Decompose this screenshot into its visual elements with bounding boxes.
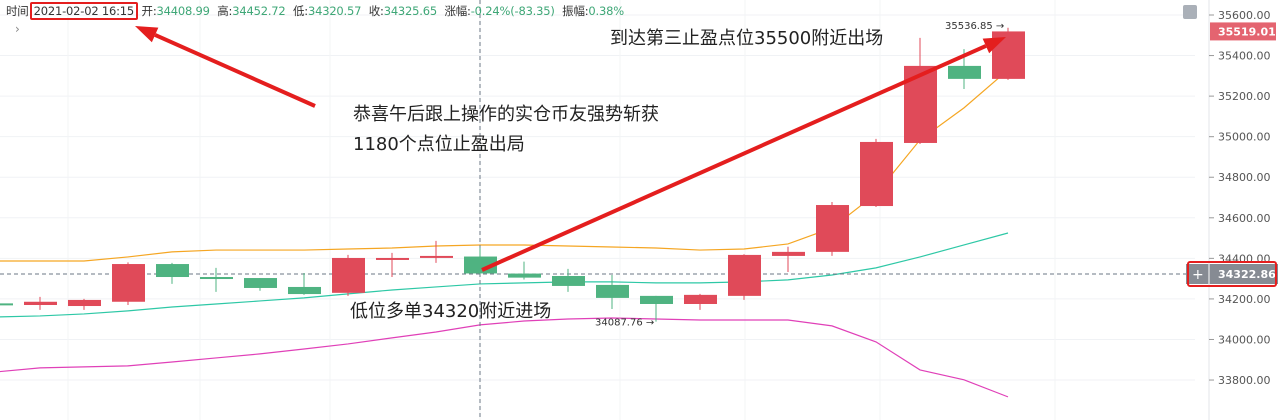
candle-body [552, 276, 585, 286]
candle [0, 303, 13, 306]
candle-body [596, 284, 629, 298]
annotation-entry: 低位多单34320附近进场 [350, 301, 552, 322]
chevron-right-icon[interactable]: › [15, 22, 20, 36]
indicator-line-teal [0, 232, 1009, 318]
high-label: 高: [217, 4, 233, 18]
candle [816, 201, 849, 256]
low-value: 34320.57 [307, 4, 362, 18]
candle [904, 37, 937, 144]
time-label: 时间 [6, 4, 29, 18]
annotation-profit-line2: 1180个点位止盈出局 [353, 134, 525, 155]
candle [244, 278, 277, 291]
annotation-arrow-to-date [135, 26, 316, 108]
low-marker-label: 34087.76 → [595, 318, 654, 329]
candle [684, 293, 717, 310]
candle [464, 247, 497, 275]
y-tick-label: 34600.00 [1218, 212, 1271, 225]
annotation-profit-line1: 恭喜午后跟上操作的实仓币友强势斩获 [353, 104, 659, 125]
low-label: 低: [292, 4, 308, 18]
change-value: -0.24%(-83.35) [470, 4, 555, 18]
y-tick-label: 33800.00 [1218, 374, 1271, 387]
y-tick-label: 35400.00 [1218, 50, 1271, 63]
candle-body [200, 277, 233, 280]
candle-body [464, 256, 497, 274]
candle [200, 267, 233, 292]
candle-body [112, 264, 145, 302]
arrow-shaft [481, 44, 987, 272]
y-tick-label: 34000.00 [1218, 333, 1271, 346]
candle-body [684, 294, 717, 304]
y-tick-label: 35000.00 [1218, 131, 1271, 144]
indicator-line-pink [0, 317, 1009, 398]
candle-body [332, 257, 365, 293]
candle [552, 268, 585, 292]
candle-body [24, 301, 57, 306]
candle-body [816, 205, 849, 252]
candle-body [508, 273, 541, 278]
candle [112, 262, 145, 306]
ohlc-header: 时间 2021-02-02 16:15 开:34408.99 高:34452.72… [6, 2, 624, 20]
candle [288, 272, 321, 295]
candle [420, 240, 453, 263]
time-value: 2021-02-02 16:15 [29, 2, 139, 20]
arrow-shaft [154, 33, 316, 108]
crosshair-price-label: 34322.86 [1218, 268, 1276, 281]
amplitude-label: 振幅: [562, 4, 589, 18]
high-marker-label: 35536.85 → [945, 21, 1004, 32]
y-tick-label: 34800.00 [1218, 171, 1271, 184]
arrow-head [982, 37, 1006, 54]
close-label: 收: [368, 4, 384, 18]
open-value: 34408.99 [156, 4, 210, 18]
candle [156, 262, 189, 284]
amplitude-value: 0.38% [588, 4, 624, 18]
last-price-label: 35519.01 [1218, 25, 1276, 38]
plus-icon[interactable]: + [1192, 267, 1204, 283]
high-value: 34452.72 [232, 4, 286, 18]
candle-body [772, 251, 805, 256]
expand-icon[interactable] [1183, 5, 1197, 19]
candle [508, 261, 541, 280]
close-value: 34325.65 [383, 4, 437, 18]
candle [376, 252, 409, 278]
y-tick-label: 34400.00 [1218, 252, 1271, 265]
candle-body [244, 278, 277, 288]
candle-body [640, 295, 673, 304]
annotation-exit: 到达第三止盈点位35500附近出场 [610, 28, 884, 49]
candle [24, 296, 57, 310]
y-tick-label: 35200.00 [1218, 90, 1271, 103]
indicator-line-orange [0, 69, 1009, 262]
candle [992, 27, 1025, 80]
candle-body [68, 299, 101, 307]
candle [332, 254, 365, 296]
arrow-head [135, 26, 159, 43]
candle [596, 274, 629, 310]
change-label: 涨幅: [444, 4, 471, 18]
annotation-arrow-to-exit [481, 37, 1006, 272]
open-label: 开: [141, 4, 157, 18]
highlight-box [1187, 261, 1277, 288]
candle-body [860, 141, 893, 207]
candle [728, 254, 761, 300]
y-tick-label: 34200.00 [1218, 293, 1271, 306]
last-price-badge [1210, 22, 1276, 41]
y-tick-label: 35600.00 [1218, 9, 1271, 22]
candle-body [904, 65, 937, 143]
candle-body [420, 255, 453, 258]
candle [640, 295, 673, 322]
candle [860, 138, 893, 208]
candle-body [948, 65, 981, 79]
candle-body [376, 257, 409, 260]
candle-body [0, 303, 13, 306]
candle [772, 246, 805, 272]
candle [68, 298, 101, 310]
candle-body [728, 254, 761, 296]
candle-body [156, 264, 189, 278]
candle-body [288, 286, 321, 295]
